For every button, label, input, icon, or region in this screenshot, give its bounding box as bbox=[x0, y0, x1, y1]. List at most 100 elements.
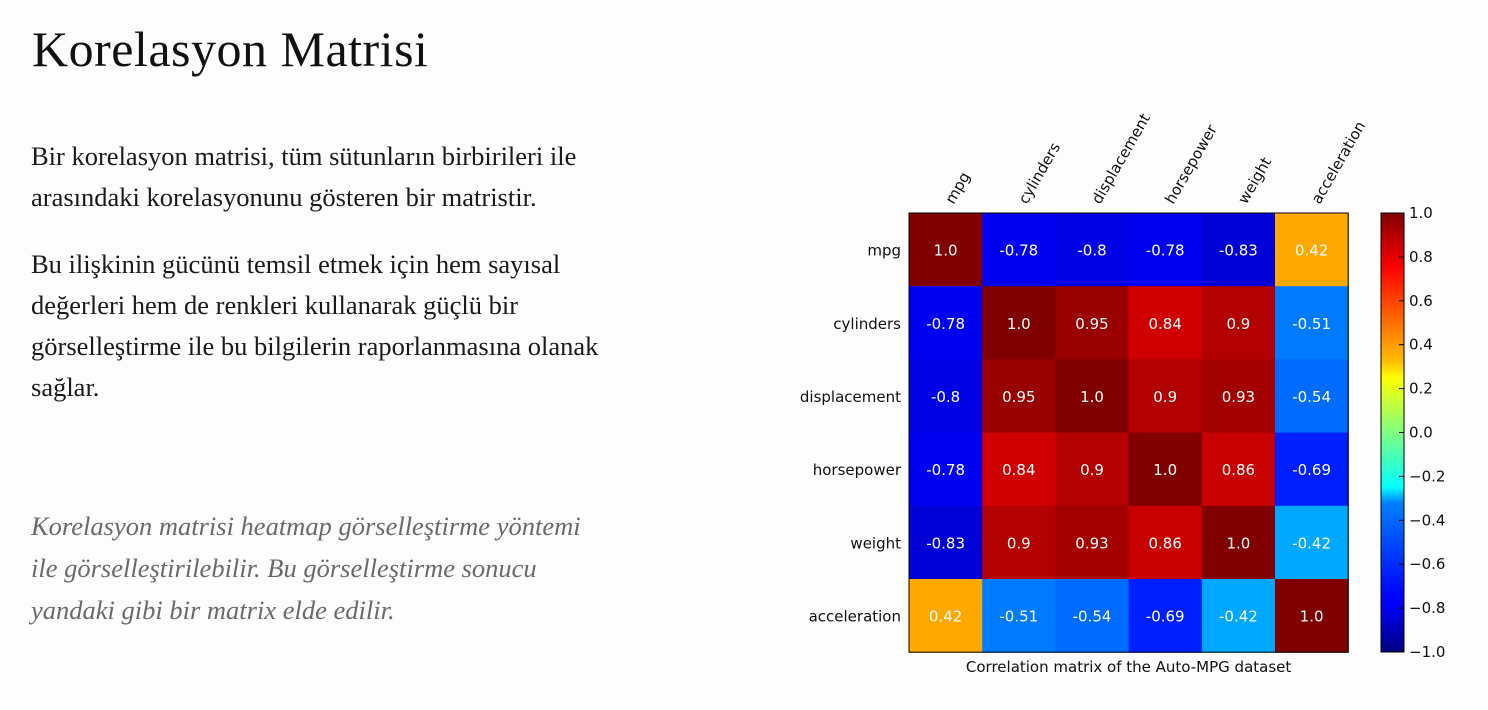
heatmap-cell bbox=[1128, 359, 1203, 434]
heatmap-cell bbox=[1128, 505, 1203, 580]
paragraph-definition: Bir korelasyon matrisi, tüm sütunların b… bbox=[31, 136, 751, 218]
heatmap-cell bbox=[909, 505, 983, 580]
cell-value-label: -0.8 bbox=[931, 388, 960, 406]
plot-frame bbox=[908, 212, 1349, 653]
cell-value-label: -0.78 bbox=[1146, 242, 1185, 260]
cell-value-label: -0.83 bbox=[1219, 242, 1258, 260]
colorbar-tick-label: −1.0 bbox=[1409, 643, 1445, 661]
cell-value-label: 0.86 bbox=[1222, 461, 1255, 479]
cell-value-label: -0.54 bbox=[1073, 608, 1112, 626]
heatmap-cell bbox=[1128, 579, 1203, 653]
text-line: Korelasyon matrisi heatmap görselleştirm… bbox=[31, 511, 581, 541]
colorbar-tick-label: 0.6 bbox=[1409, 292, 1433, 310]
heatmap-cell bbox=[909, 213, 983, 287]
text-line: ile görselleştirilebilir. Bu görselleşti… bbox=[31, 553, 537, 583]
colorbar-tick-label: −0.6 bbox=[1409, 555, 1445, 573]
heatmap-cell bbox=[1275, 286, 1349, 360]
cell-value-label: 1.0 bbox=[1080, 388, 1104, 406]
column-label: weight bbox=[1234, 154, 1275, 207]
cell-value-label: -0.69 bbox=[1146, 608, 1185, 626]
heatmap-cell bbox=[909, 359, 983, 434]
heatmap-cell bbox=[982, 359, 1056, 434]
text-line: arasındaki korelasyonunu gösteren bir ma… bbox=[31, 182, 537, 212]
heatmap-cell bbox=[1201, 432, 1276, 507]
row-label: weight bbox=[850, 534, 901, 552]
text-line: Bir korelasyon matrisi, tüm sütunların b… bbox=[31, 141, 577, 171]
cell-value-label: 1.0 bbox=[1226, 534, 1250, 552]
heatmap-cell bbox=[1055, 359, 1130, 434]
column-label: horsepower bbox=[1161, 121, 1221, 207]
cell-value-label: 1.0 bbox=[1300, 608, 1324, 626]
heatmap-cell bbox=[1128, 213, 1203, 287]
cell-value-label: 0.42 bbox=[929, 608, 962, 626]
cell-value-label: 0.84 bbox=[1002, 461, 1035, 479]
slide-title: Korelasyon Matrisi bbox=[32, 21, 429, 77]
colorbar-tick-label: 0.0 bbox=[1409, 424, 1433, 442]
colorbar-ticks: 1.0 0.8 0.6 0.4 0.2 0.0 −0.2 −0.4 −0.6 −0.8 −1.0 bbox=[1399, 204, 1445, 661]
cell-value-label: 0.93 bbox=[1075, 534, 1108, 552]
colorbar-tick-label: 0.8 bbox=[1409, 248, 1433, 266]
heatmap-cell bbox=[982, 286, 1056, 360]
column-label: cylinders bbox=[1015, 139, 1065, 207]
text-line: yandaki gibi bir matrix elde edilir. bbox=[31, 595, 395, 625]
cell-value-label: -0.78 bbox=[999, 242, 1038, 260]
heatmap-cells bbox=[909, 213, 1349, 653]
cell-value-label: -0.8 bbox=[1077, 242, 1106, 260]
column-labels: mpg cylinders displacement horsepower weight… bbox=[941, 110, 1369, 207]
heatmap-cell bbox=[909, 286, 983, 360]
cell-value-label: 0.95 bbox=[1075, 315, 1108, 333]
cell-value-label: -0.78 bbox=[926, 461, 965, 479]
heatmap-cell bbox=[982, 579, 1056, 653]
heatmap-cell bbox=[1201, 579, 1276, 653]
cell-value-label: -0.42 bbox=[1292, 534, 1331, 552]
row-label: mpg bbox=[867, 242, 901, 260]
cell-value-label: 0.42 bbox=[1295, 242, 1328, 260]
column-label: displacement bbox=[1088, 110, 1154, 207]
colorbar-tick-label: −0.8 bbox=[1409, 599, 1445, 617]
cell-value-label: 0.9 bbox=[1080, 461, 1104, 479]
colorbar-tick-label: −0.4 bbox=[1409, 511, 1445, 529]
text-line: sağlar. bbox=[31, 372, 100, 402]
row-label: displacement bbox=[800, 388, 901, 406]
cell-value-label: -0.54 bbox=[1292, 388, 1331, 406]
text-line: görselleştirme ile bu bilgilerin raporla… bbox=[31, 331, 599, 361]
colorbar-tick-label: 0.2 bbox=[1409, 380, 1433, 398]
cell-value-label: -0.42 bbox=[1219, 608, 1258, 626]
heatmap-cell bbox=[1275, 432, 1349, 507]
cell-value-label: 1.0 bbox=[1007, 315, 1031, 333]
cell-value-label: 0.9 bbox=[1007, 534, 1031, 552]
heatmap-cell bbox=[1055, 432, 1130, 507]
x-axis-label: Correlation matrix of the Auto-MPG datas… bbox=[966, 658, 1291, 676]
heatmap-cell bbox=[1201, 359, 1276, 434]
cell-value-label: 0.95 bbox=[1002, 388, 1035, 406]
heatmap-cell bbox=[1275, 359, 1349, 434]
heatmap-cell bbox=[909, 432, 983, 507]
heatmap-cell bbox=[982, 505, 1056, 580]
row-label: horsepower bbox=[813, 461, 902, 479]
heatmap-cell bbox=[1055, 213, 1130, 287]
colorbar-tick-label: 1.0 bbox=[1409, 204, 1433, 222]
heatmap-cell bbox=[982, 213, 1056, 287]
cell-value-label: -0.51 bbox=[1292, 315, 1331, 333]
heatmap-value-labels: 1.0 -0.78 -0.8 -0.78 -0.83 0.42 -0.78 1.0 0.95 0.… bbox=[926, 242, 1331, 626]
row-labels: mpg cylinders displacement horsepower weight… bbox=[800, 242, 902, 626]
heatmap-cell bbox=[1201, 286, 1276, 360]
row-label: cylinders bbox=[833, 315, 901, 333]
cell-value-label: 0.9 bbox=[1226, 315, 1250, 333]
heatmap-cell bbox=[1055, 505, 1130, 580]
heatmap-cell bbox=[1128, 432, 1203, 507]
cell-value-label: -0.78 bbox=[926, 315, 965, 333]
colorbar-tick-label: 0.4 bbox=[1409, 336, 1433, 354]
heatmap-cell bbox=[1055, 286, 1130, 360]
text-line: değerleri hem de renkleri kullanarak güç… bbox=[31, 290, 519, 320]
cell-value-label: 0.93 bbox=[1222, 388, 1255, 406]
heatmap-cell bbox=[1201, 505, 1276, 580]
text-line: Bu ilişkinin gücünü temsil etmek için he… bbox=[31, 249, 561, 279]
heatmap-cell bbox=[1275, 505, 1349, 580]
paragraph-purpose: Bu ilişkinin gücünü temsil etmek için he… bbox=[31, 244, 751, 408]
heatmap-cell bbox=[1275, 213, 1349, 287]
heatmap-cell bbox=[1128, 286, 1203, 360]
heatmap-cell bbox=[1275, 579, 1349, 653]
cell-value-label: -0.69 bbox=[1292, 461, 1331, 479]
